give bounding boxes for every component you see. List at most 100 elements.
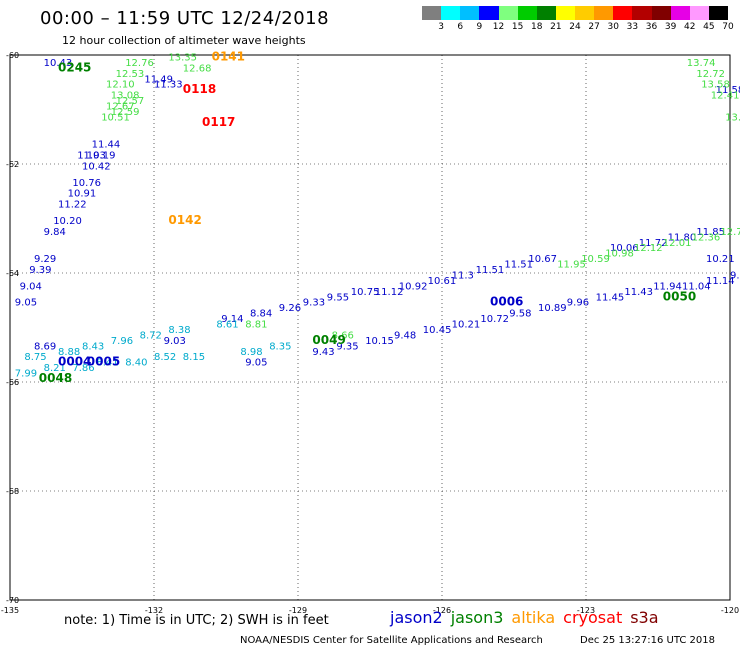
colorbar-swatch (536, 6, 556, 20)
wave-height-label: 13.58 (701, 80, 730, 91)
colorbar-label: 27 (588, 22, 600, 32)
wave-height-label: 11.14 (706, 276, 735, 287)
wave-height-colorbar (422, 6, 728, 20)
wave-height-label: 12.76 (125, 58, 154, 69)
colorbar-label: 12 (492, 22, 505, 32)
wave-height-label: 13.5 (725, 112, 740, 123)
x-tick-label: -120 (721, 606, 739, 615)
colorbar-label: 15 (511, 22, 524, 32)
satellite-legend-item: jason2 (390, 608, 443, 627)
wave-height-label: 12.57 (116, 96, 145, 107)
wave-height-label: 8.66 (332, 330, 354, 341)
wave-height-label: 9.96 (567, 298, 589, 309)
colorbar-label: 18 (531, 22, 543, 32)
wave-height-label: 10.45 (423, 325, 452, 336)
wave-height-label: 11.51 (476, 265, 505, 276)
y-tick-label: -68 (6, 487, 19, 496)
pass-time-label: 0006 (490, 295, 523, 309)
x-tick-label: -132 (145, 606, 163, 615)
wave-height-label: 8.35 (269, 341, 291, 352)
wave-height-label: 11.49 (144, 74, 173, 85)
colorbar-label: 30 (607, 22, 619, 32)
y-tick-label: -62 (6, 160, 19, 169)
colorbar-swatch (632, 6, 652, 20)
wave-height-label: 8.98 (240, 347, 262, 358)
pass-time-label: 0118 (183, 82, 216, 96)
colorbar-label: 33 (626, 22, 639, 32)
colorbar-swatch (460, 6, 480, 20)
wave-height-label: 13.08 (111, 91, 140, 102)
wave-height-label: 10.98 (605, 249, 634, 260)
pass-time-label: 0004 (58, 355, 91, 369)
footer-note: note: 1) Time is in UTC; 2) SWH is in fe… (64, 613, 329, 628)
colorbar-swatch (441, 6, 461, 20)
credit-text: NOAA/NESDIS Center for Satellite Applica… (240, 635, 543, 646)
wave-height-label: 11.95 (557, 260, 586, 271)
colorbar-label: 24 (569, 22, 581, 32)
wave-height-label: 8.88 (58, 347, 80, 358)
wave-height-label: 11.12 (375, 287, 404, 298)
wave-height-label: 8.41 (96, 358, 118, 369)
wave-height-label: 10.43 (44, 58, 73, 69)
wave-height-label: 12.01 (663, 238, 692, 249)
wave-height-label: 12.10 (106, 80, 135, 91)
wave-height-label: 11.22 (58, 200, 87, 211)
page-subtitle: 12 hour collection of altimeter wave hei… (62, 34, 306, 47)
colorbar-label: 3 (438, 22, 444, 32)
generated-timestamp: Dec 25 13:27:16 UTC 2018 (580, 635, 715, 646)
x-tick-label: -135 (1, 606, 19, 615)
wave-height-label: 9.04 (20, 281, 42, 292)
colorbar-swatch (479, 6, 499, 20)
wave-height-label: 10.06 (610, 243, 639, 254)
pass-time-label: 0049 (312, 333, 345, 347)
wave-height-label: 11.43 (624, 287, 653, 298)
wave-height-label: 11.93 (77, 151, 106, 162)
wave-height-label: 12.36 (692, 232, 721, 243)
satellite-legend-item: jason3 (450, 608, 504, 627)
satellite-legend-item: s3a (630, 608, 659, 627)
wave-height-label: 7.86 (72, 363, 94, 374)
wave-height-label: 8.69 (34, 341, 56, 352)
wave-height-label: 11.85 (696, 227, 725, 238)
wave-height-label: 8.75 (24, 352, 46, 363)
wave-height-label: 10.42 (82, 161, 111, 172)
wave-height-label: 10.15 (365, 336, 394, 347)
colorbar-label: 9 (476, 22, 483, 32)
wave-height-label: 10.72 (480, 314, 509, 325)
wave-height-label: 7.96 (111, 336, 133, 347)
colorbar-swatch (651, 6, 671, 20)
wave-height-label: 11.72 (639, 238, 668, 249)
wave-height-label: 8.43 (82, 341, 104, 352)
wave-height-label: 8.40 (125, 358, 147, 369)
x-tick-label: -123 (577, 606, 595, 615)
wave-height-label: 10.61 (428, 276, 457, 287)
wave-height-label: 10.21 (452, 320, 481, 331)
wave-height-label: 12.79 (720, 227, 740, 238)
wave-height-label: 12.68 (183, 63, 212, 74)
x-tick-label: -129 (289, 606, 307, 615)
satellite-legend-item: cryosat (563, 608, 623, 627)
wave-height-label: 11.44 (92, 140, 121, 151)
page-title: 00:00 – 11:59 UTC 12/24/2018 (40, 8, 330, 29)
wave-height-label: 9.55 (327, 292, 349, 303)
wave-height-label: 9.05 (15, 298, 37, 309)
wave-height-label: 11.51 (504, 260, 533, 271)
colorbar-swatch (594, 6, 614, 20)
colorbar-swatch (575, 6, 595, 20)
colorbar-swatch (670, 6, 690, 20)
wave-height-label: 10.76 (72, 178, 101, 189)
wave-height-label: 12.67 (106, 102, 135, 113)
satellite-legend-item: altika (511, 608, 556, 627)
colorbar-label: 70 (722, 22, 734, 32)
wave-height-label: 9.84 (44, 227, 66, 238)
wave-height-label: 10.19 (87, 151, 116, 162)
wave-height-label: 11.33 (154, 80, 183, 91)
wave-height-label: 11.45 (596, 292, 625, 303)
wave-height-label: 8.38 (168, 325, 190, 336)
wave-height-label: 12.41 (711, 91, 740, 102)
wave-height-label: 10.91 (68, 189, 97, 200)
x-tick-label: -126 (433, 606, 451, 615)
